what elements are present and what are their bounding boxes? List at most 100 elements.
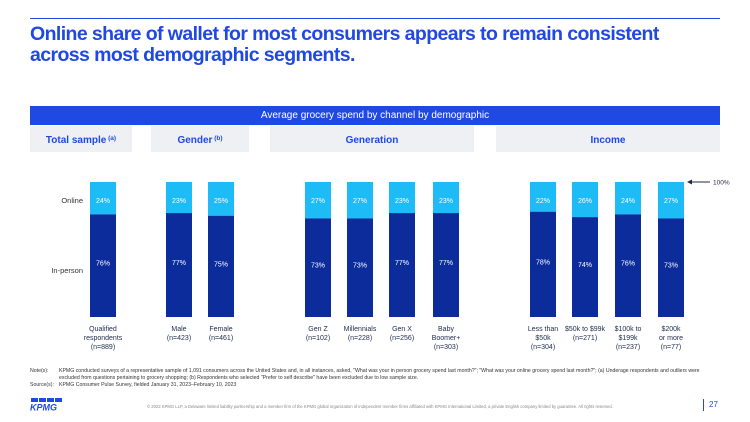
notes-row: Note(s): KPMG conducted surveys of a rep… bbox=[30, 368, 720, 382]
category-label-line: (n=228) bbox=[348, 335, 372, 342]
category-label-line: Female bbox=[209, 326, 232, 333]
category-label-line: (n=303) bbox=[434, 344, 458, 351]
category-label-line: Less than bbox=[528, 326, 558, 333]
category-label-line: (n=461) bbox=[209, 335, 233, 342]
category-label-line: (n=271) bbox=[573, 335, 597, 342]
category-label: Gen Z (n=102) bbox=[306, 326, 330, 342]
group-header-label: Gender (b) bbox=[177, 135, 222, 146]
category-label: Gen X (n=256) bbox=[390, 326, 414, 342]
group-header-label: Total sample (a) bbox=[46, 135, 116, 146]
category-label-line: $50k bbox=[535, 335, 551, 342]
group-header-footnote: (a) bbox=[106, 135, 116, 142]
source-label: Source(s): bbox=[30, 382, 54, 388]
category-label-line: $199k bbox=[618, 335, 638, 342]
notes-text: KPMG conducted surveys of a representati… bbox=[59, 368, 700, 381]
bar-segment-in-person bbox=[389, 213, 415, 317]
bar-segment-online bbox=[530, 182, 556, 212]
kpmg-logo-text: KPMG bbox=[30, 403, 57, 413]
category-label-line: Gen Z bbox=[308, 326, 328, 333]
data-label-in-person: 76% bbox=[621, 261, 635, 268]
footer-legal: © 2023 KPMG LLP, a Delaware limited liab… bbox=[147, 404, 613, 409]
group-header-text: Generation bbox=[346, 135, 399, 146]
chart-title-banner: Average grocery spend by channel by demo… bbox=[30, 106, 720, 125]
bar-segment-online bbox=[347, 182, 373, 219]
group-header-bg bbox=[496, 126, 720, 152]
annotation-100-percent: 100% bbox=[713, 180, 730, 187]
bar-segment-in-person bbox=[347, 218, 373, 317]
bar-segment-in-person bbox=[530, 211, 556, 317]
category-label: Qualified respondents (n=889) bbox=[84, 326, 123, 351]
data-label-in-person: 73% bbox=[664, 263, 678, 270]
bar-segment-online bbox=[389, 182, 415, 214]
data-label-online: 22% bbox=[536, 198, 550, 205]
category-label-line: Gen X bbox=[392, 326, 412, 333]
data-label-online: 27% bbox=[353, 198, 367, 205]
data-label-online: 23% bbox=[439, 198, 453, 205]
data-label-online: 23% bbox=[172, 198, 186, 205]
category-label-line: (n=77) bbox=[661, 344, 681, 351]
category-label: Female (n=461) bbox=[209, 326, 233, 342]
bar-segment-in-person bbox=[615, 214, 641, 317]
category-label: $100k to $199k (n=237) bbox=[615, 326, 642, 351]
top-rule bbox=[30, 18, 720, 19]
category-label-line: $100k to bbox=[615, 326, 642, 333]
group-header-bg bbox=[30, 126, 132, 152]
category-label-line: (n=304) bbox=[531, 344, 555, 351]
kpmg-logo-boxes bbox=[31, 398, 62, 402]
category-label: Baby Boomer+ (n=303) bbox=[432, 326, 461, 351]
category-label-line: Baby bbox=[438, 326, 454, 333]
source-row: Source(s): KPMG Consumer Pulse Survey, f… bbox=[30, 382, 720, 389]
bar-segment-in-person bbox=[305, 218, 331, 317]
category-label: Millennials (n=228) bbox=[344, 326, 377, 342]
category-label-line: (n=256) bbox=[390, 335, 414, 342]
bar-segment-in-person bbox=[208, 215, 234, 317]
bar-segment-online bbox=[433, 182, 459, 214]
bar-segment-in-person bbox=[572, 217, 598, 317]
category-label-line: $50k to $99k bbox=[565, 326, 606, 333]
category-label-line: $200k bbox=[661, 326, 681, 333]
data-label-in-person: 76% bbox=[96, 261, 110, 268]
data-label-in-person: 77% bbox=[395, 260, 409, 267]
category-label-line: Millennials bbox=[344, 326, 377, 333]
bar-segment-in-person bbox=[90, 214, 116, 317]
bar-segment-in-person bbox=[166, 213, 192, 317]
category-label: Less than $50k (n=304) bbox=[528, 326, 558, 351]
footnotes: Note(s): KPMG conducted surveys of a rep… bbox=[30, 368, 720, 389]
category-label-line: (n=237) bbox=[616, 344, 640, 351]
category-label-line: or more bbox=[659, 335, 683, 342]
category-label-line: (n=423) bbox=[167, 335, 191, 342]
category-label: Male (n=423) bbox=[167, 326, 191, 342]
group-header-text: Income bbox=[590, 135, 625, 146]
group-header-bg bbox=[151, 126, 249, 152]
group-header-label: Income bbox=[590, 135, 625, 146]
bar-segment-online bbox=[305, 182, 331, 219]
notes-label: Note(s): bbox=[30, 368, 49, 374]
data-label-in-person: 78% bbox=[536, 259, 550, 266]
row-label-online: Online bbox=[61, 196, 83, 205]
bar-segment-in-person bbox=[433, 213, 459, 317]
category-label: $200k or more (n=77) bbox=[659, 326, 683, 351]
category-label-line: Qualified bbox=[89, 326, 117, 333]
bar-segment-in-person bbox=[658, 218, 684, 317]
data-label-in-person: 74% bbox=[578, 262, 592, 269]
data-label-in-person: 77% bbox=[439, 260, 453, 267]
data-label-in-person: 73% bbox=[311, 263, 325, 270]
data-label-online: 24% bbox=[621, 198, 635, 205]
bar-segment-online bbox=[615, 182, 641, 215]
group-header-label: Generation bbox=[346, 135, 399, 146]
category-label-line: respondents bbox=[84, 335, 123, 342]
page-number: 27 bbox=[703, 399, 723, 411]
bar-segment-online bbox=[166, 182, 192, 214]
group-header-footnote: (b) bbox=[212, 135, 222, 142]
data-label-online: 27% bbox=[311, 198, 325, 205]
data-label-in-person: 75% bbox=[214, 261, 228, 268]
data-label-in-person: 73% bbox=[353, 263, 367, 270]
data-label-online: 27% bbox=[664, 198, 678, 205]
group-header-bg bbox=[270, 126, 474, 152]
data-label-in-person: 77% bbox=[172, 260, 186, 267]
bar-segment-online bbox=[572, 182, 598, 218]
category-label-line: Boomer+ bbox=[432, 335, 461, 342]
category-label: $50k to $99k (n=271) bbox=[565, 326, 606, 342]
category-label-line: Male bbox=[171, 326, 186, 333]
category-label-line: (n=889) bbox=[91, 344, 115, 351]
